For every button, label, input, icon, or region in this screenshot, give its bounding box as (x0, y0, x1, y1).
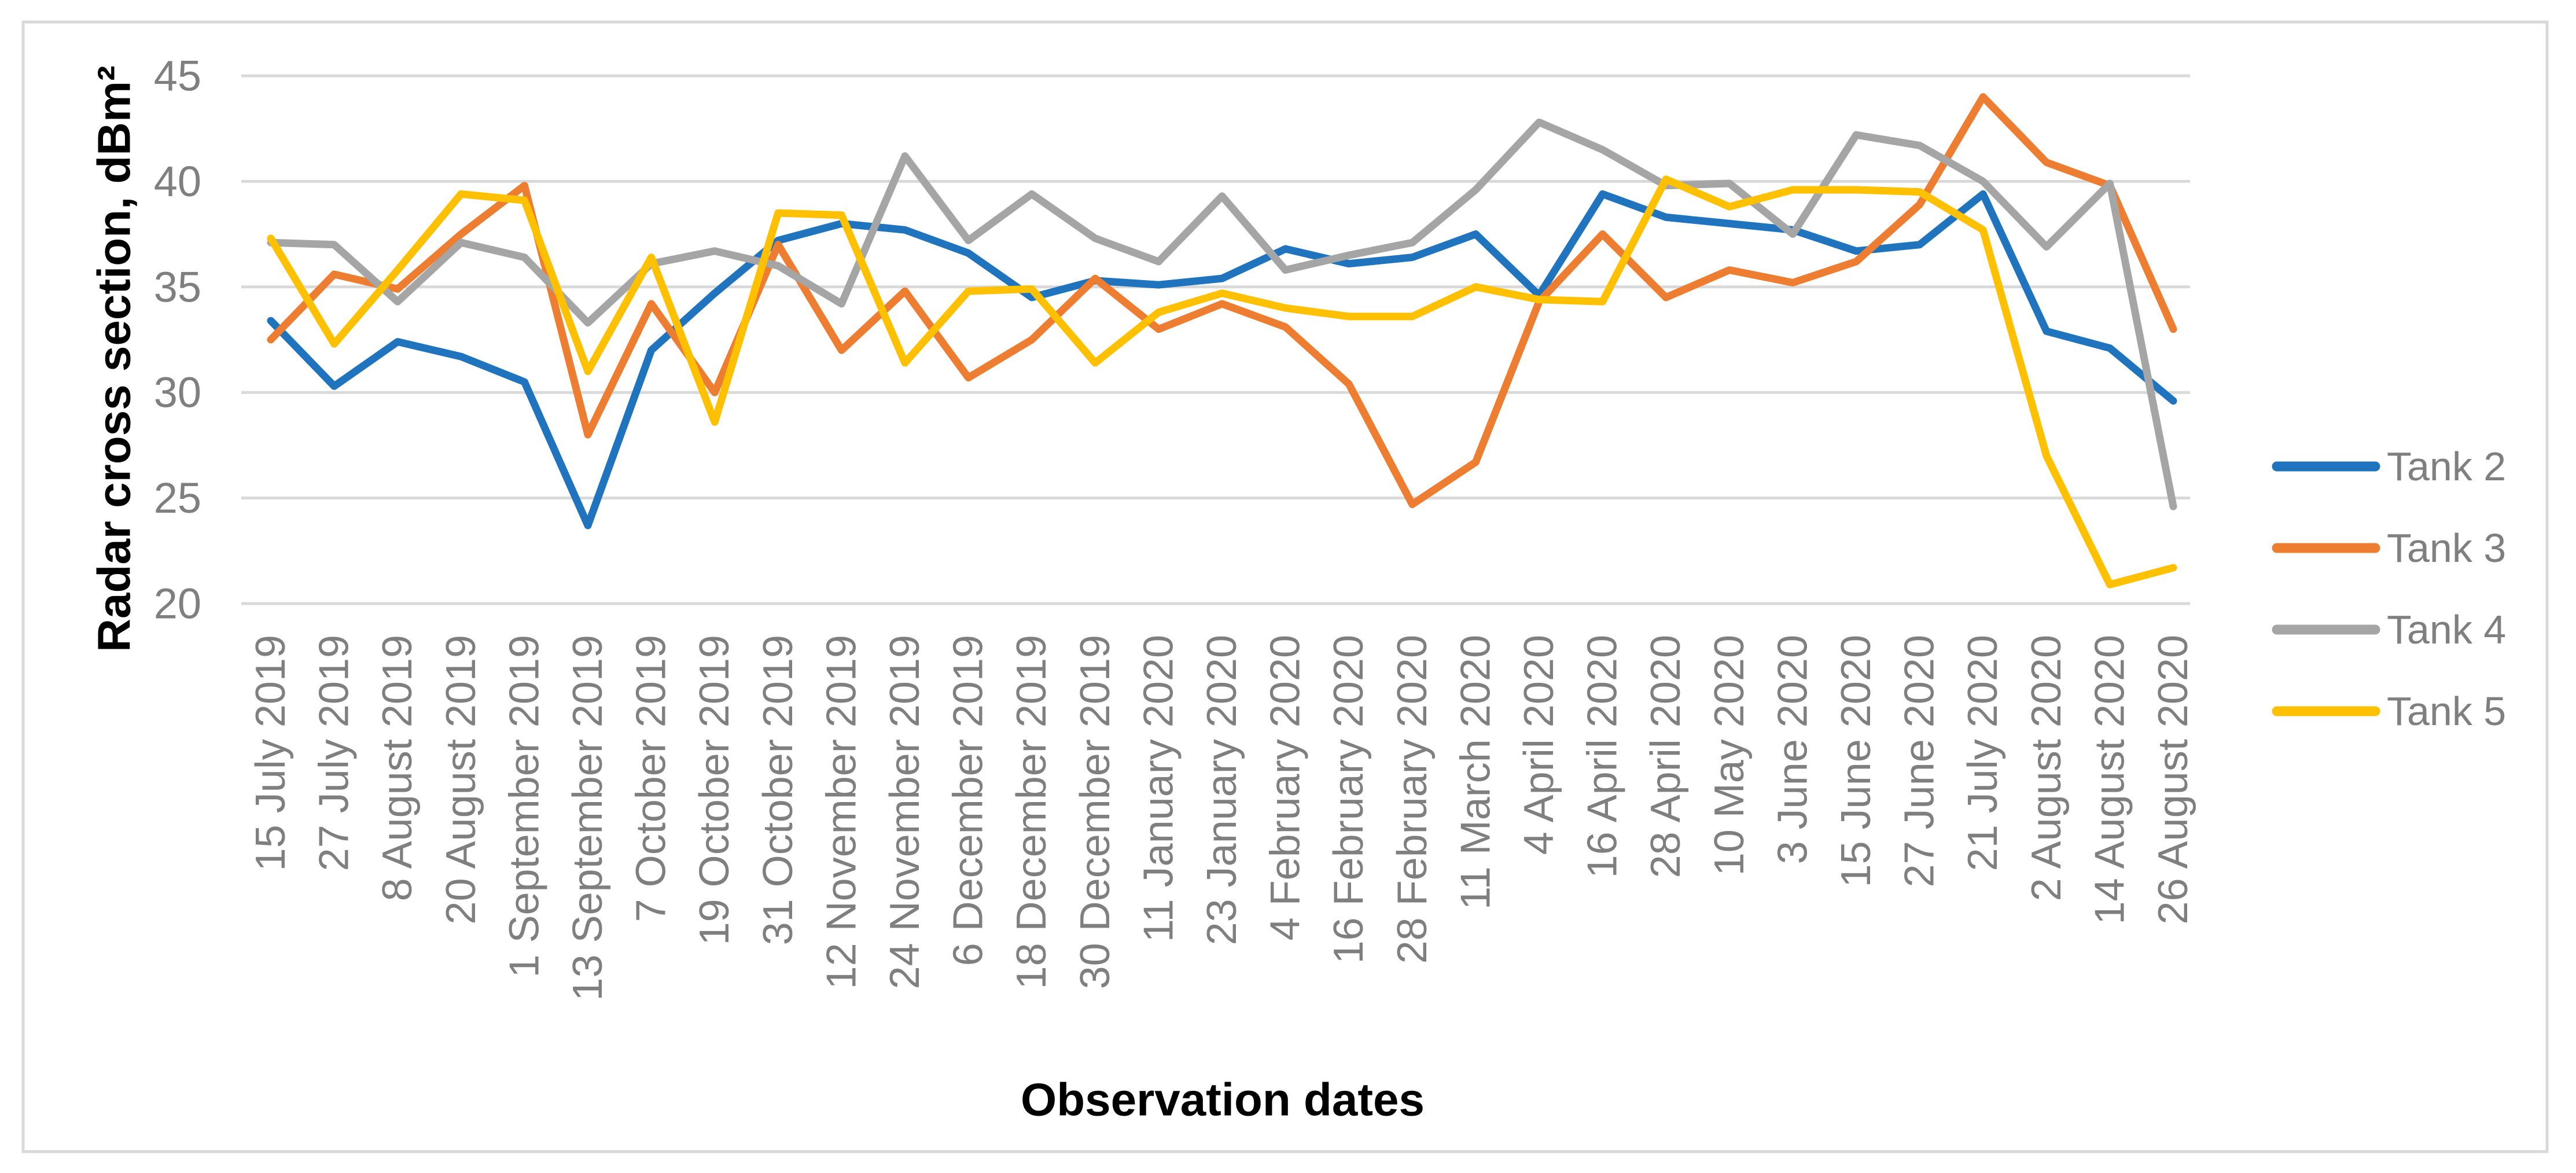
x-tick-label: 28 April 2020 (1643, 635, 1689, 878)
x-tick-label: 2 August 2020 (2023, 635, 2070, 901)
x-tick-label: 11 January 2020 (1135, 635, 1182, 942)
legend-item: Tank 2 (2272, 444, 2506, 489)
x-tick-label: 20 August 2019 (438, 635, 484, 924)
x-tick-label: 4 February 2020 (1263, 635, 1309, 940)
x-tick-label: 27 June 2020 (1897, 635, 1943, 887)
legend-item: Tank 5 (2272, 689, 2506, 734)
legend-label: Tank 3 (2387, 525, 2506, 571)
x-tick-label: 30 December 2019 (1072, 635, 1118, 989)
x-tick-label: 11 March 2020 (1452, 635, 1499, 910)
series-line-tank-5 (267, 175, 2177, 589)
legend-label: Tank 4 (2387, 607, 2506, 652)
y-tick-label: 45 (154, 52, 201, 100)
x-axis-title: Observation dates (1021, 1074, 1425, 1126)
x-tick-label: 19 October 2019 (691, 635, 738, 945)
series-line-tank-2 (267, 190, 2177, 529)
x-tick-label: 3 June 2020 (1769, 635, 1816, 864)
x-tick-label: 8 August 2019 (374, 635, 421, 901)
y-tick-label: 20 (154, 580, 201, 628)
x-tick-label: 24 November 2019 (882, 635, 928, 989)
y-tick-label: 30 (154, 369, 201, 417)
x-tick-label: 27 July 2019 (311, 635, 358, 871)
chart-border (21, 20, 2549, 1153)
legend-label: Tank 5 (2387, 689, 2506, 734)
x-tick-label: 13 September 2019 (565, 635, 611, 1001)
x-tick-label: 26 August 2020 (2150, 635, 2196, 924)
y-tick-labels-layer: 20 25 30 35 40 45 (154, 52, 201, 628)
x-tick-label: 31 October 2019 (755, 635, 801, 945)
legend-item: Tank 3 (2272, 525, 2506, 571)
x-tick-label: 10 May 2020 (1706, 635, 1753, 876)
x-tick-label: 21 July 2020 (1960, 635, 2006, 871)
x-tick-labels-layer: 15 July 2019 27 July 2019 8 August 2019 20 … (248, 635, 2196, 1001)
x-tick-label: 6 December 2019 (945, 635, 992, 966)
series-line-tank-3 (267, 93, 2177, 508)
x-tick-label: 16 April 2020 (1580, 635, 1626, 878)
x-tick-label: 12 November 2019 (818, 635, 864, 989)
x-tick-label: 23 January 2020 (1199, 635, 1245, 945)
gridlines-layer (241, 74, 2190, 605)
y-tick-label: 25 (154, 474, 201, 522)
legend-label: Tank 2 (2387, 444, 2506, 489)
x-tick-label: 1 September 2019 (501, 635, 547, 977)
x-tick-label: 4 April 2020 (1516, 635, 1562, 855)
y-tick-label: 40 (154, 157, 201, 205)
y-tick-label: 35 (154, 263, 201, 311)
y-axis-title: Radar cross section, dBm² (89, 65, 140, 652)
x-tick-label: 16 February 2020 (1326, 635, 1372, 964)
series-lines-layer (267, 93, 2177, 589)
x-tick-label: 15 June 2020 (1833, 635, 1879, 887)
x-tick-label: 14 August 2020 (2086, 635, 2133, 924)
legend-item: Tank 4 (2272, 607, 2506, 652)
legend: Tank 2 Tank 3 Tank 4 Tank 5 (2272, 444, 2506, 734)
x-tick-label: 15 July 2019 (248, 635, 294, 871)
x-tick-label: 7 October 2019 (628, 635, 675, 922)
x-tick-label: 28 February 2020 (1389, 635, 1436, 964)
x-tick-label: 18 December 2019 (1009, 635, 1055, 989)
series-line-tank-4 (267, 118, 2177, 510)
